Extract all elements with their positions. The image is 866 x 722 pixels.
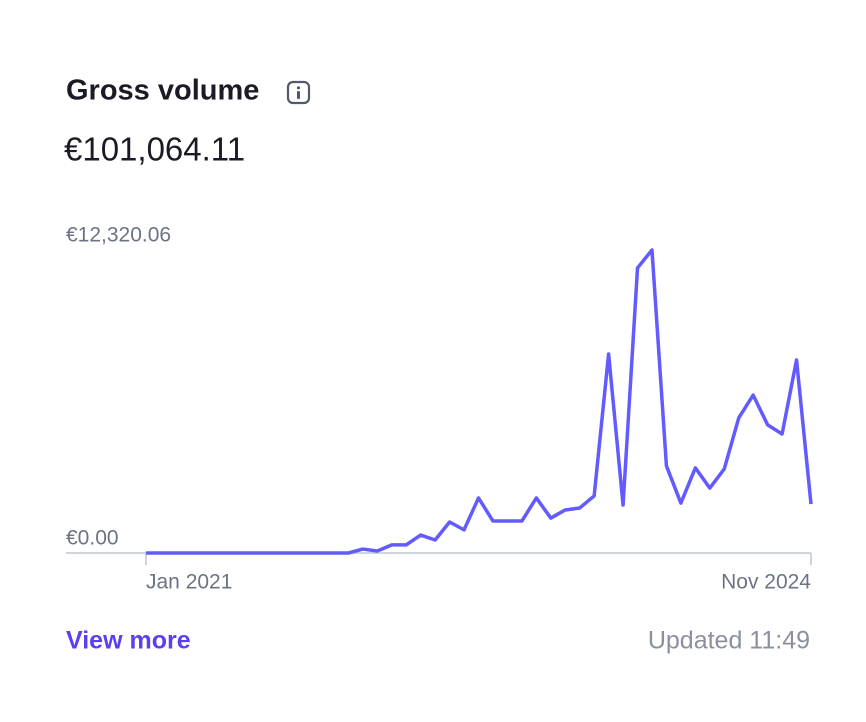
info-icon-dot bbox=[296, 86, 301, 90]
updated-time: Updated 11:49 bbox=[648, 627, 810, 655]
view-more-link[interactable]: View more bbox=[66, 627, 191, 655]
total-amount: €101,064.11 bbox=[64, 131, 245, 168]
card-title: Gross volume bbox=[66, 75, 259, 107]
y-tick-label: €12,320.06 bbox=[66, 224, 171, 247]
y-tick-label: €0.00 bbox=[66, 527, 119, 550]
info-icon[interactable] bbox=[286, 80, 311, 105]
x-tick-label: Jan 2021 bbox=[146, 571, 232, 594]
info-icon-frame bbox=[286, 80, 311, 105]
info-icon-bar bbox=[297, 91, 300, 99]
volume-line bbox=[146, 248, 813, 555]
x-tick-label: Nov 2024 bbox=[721, 571, 811, 594]
